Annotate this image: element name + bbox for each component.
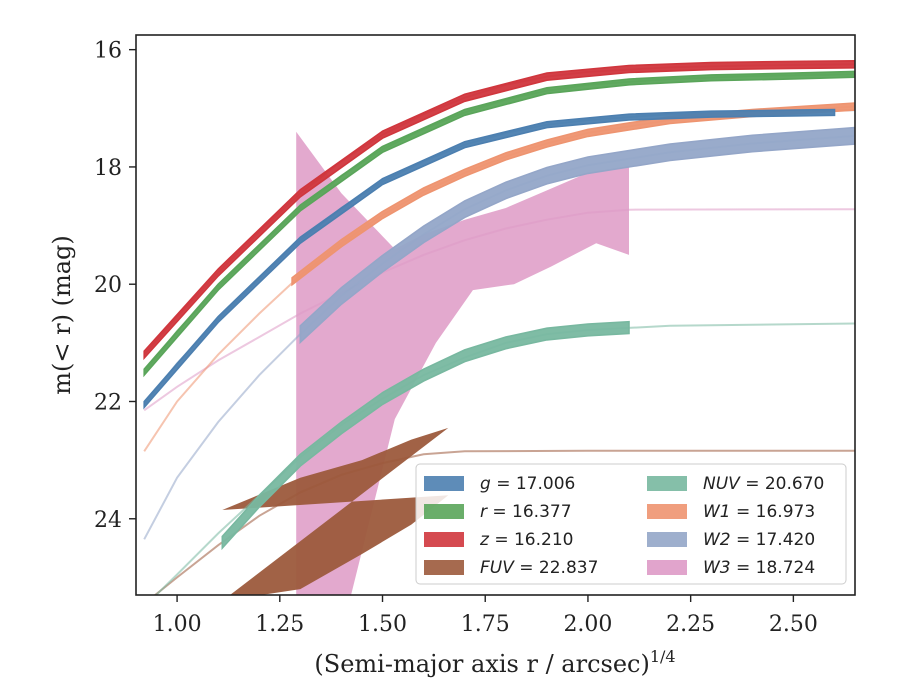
x-tick-label: 1.00 [153,612,202,637]
band-layer [222,131,629,595]
legend-box [415,463,847,585]
legend-swatch-W2 [647,532,687,547]
legend-swatch-NUV [647,476,687,491]
series-FUV-model-line [153,449,855,595]
y-tick-label: 18 [94,156,122,181]
series-W2-data-band [299,126,855,345]
legend-label-FUV: FUV = 22.837 [480,558,598,578]
legend-label-W2: W2 = 17.420 [703,530,815,550]
series-z-data-band [143,59,855,361]
legend-swatch-W3 [647,560,687,575]
legend-label-g: g = 17.006 [480,474,575,494]
legend-label-z: z = 16.210 [479,530,573,550]
y-tick-label: 24 [94,508,122,533]
legend-label-W3: W3 = 18.724 [703,558,815,578]
legend-swatch-r [424,504,464,519]
series-W1-data-band [291,102,855,287]
legend-label-W1: W1 = 16.973 [703,502,815,522]
series-W3-model-line [143,208,855,412]
y-tick-label: 20 [94,273,122,298]
y-axis: 16 18 20 22 24 [94,39,136,533]
legend-swatch-FUV [424,560,464,575]
x-tick-label: 2.25 [666,612,715,637]
legend-swatch-z [424,532,464,547]
y-tick-label: 16 [94,39,122,64]
x-tick-label: 1.50 [358,612,407,637]
x-axis-label-main: (Semi-major axis r / arcsec) [314,650,649,678]
x-axis-label: (Semi-major axis r / arcsec)1/4 [314,647,675,678]
y-tick-label: 22 [94,390,122,415]
legend-swatch-g [424,476,464,491]
plot-frame [135,34,856,596]
series-r-data-band [143,70,855,378]
x-tick-label: 1.75 [461,612,510,637]
series-FUV-band [222,427,449,595]
x-axis-label-superscript: 1/4 [650,647,676,666]
y-axis-label: m(< r) (mag) [48,235,76,394]
legend-swatch-W1 [647,504,687,519]
x-tick-label: 2.00 [563,612,612,637]
x-tick-label: 1.25 [255,612,304,637]
x-tick-label: 2.50 [769,612,818,637]
legend-label-r: r = 16.377 [480,502,572,522]
series-g-data-band [143,108,836,410]
x-axis: 1.00 1.25 1.50 1.75 2.00 2.25 2.50 [153,595,818,637]
series-NUV-data-band [221,320,630,551]
line-layer [143,59,855,595]
legend: g = 17.006 r = 16.377 z = 16.210 FUV = 22.8… [415,463,847,585]
legend-label-NUV: NUV = 20.670 [703,474,824,494]
